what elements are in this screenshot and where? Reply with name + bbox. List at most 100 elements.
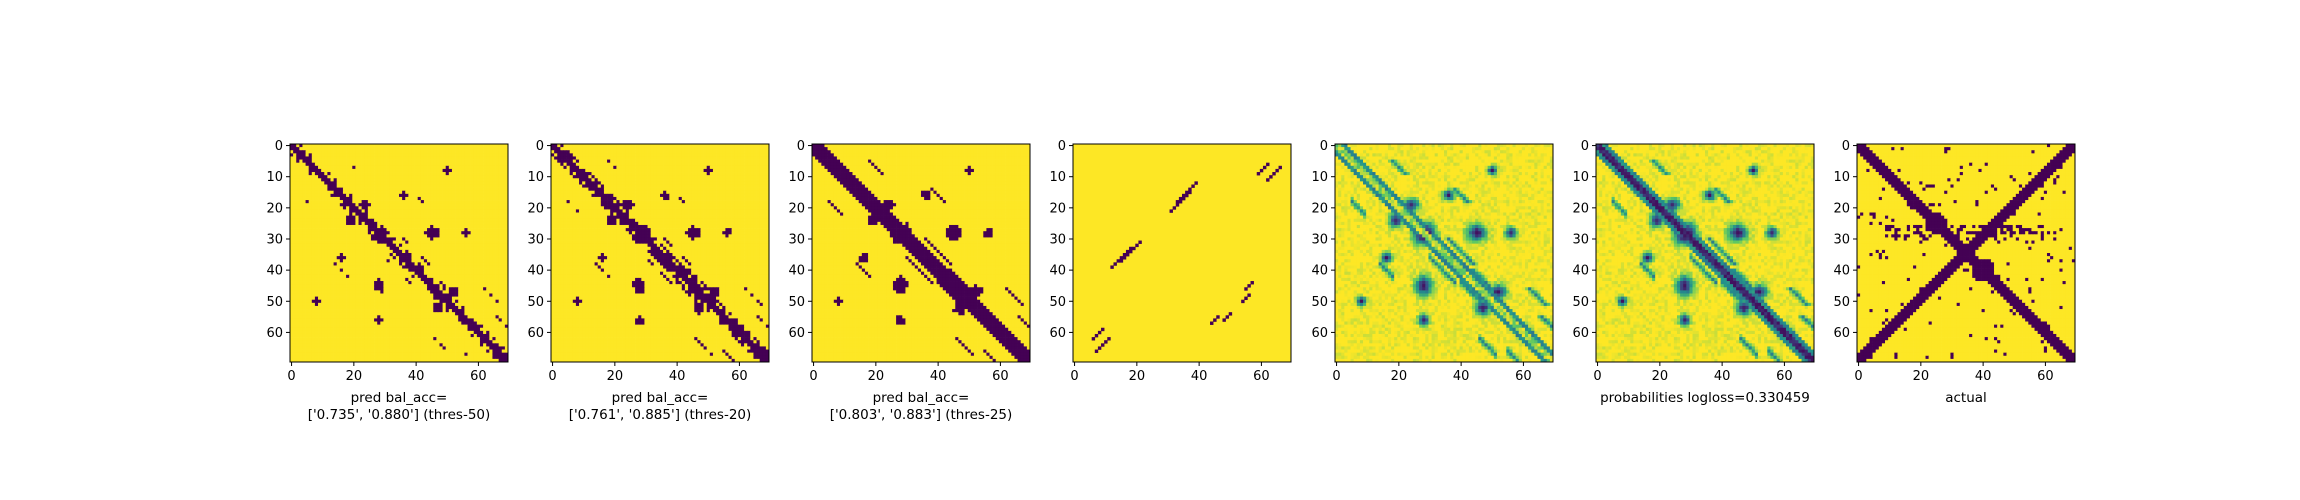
heatmap-cell — [430, 197, 433, 200]
heatmap-cell — [290, 144, 293, 147]
heatmap-cell — [312, 331, 315, 334]
heatmap-cell — [396, 278, 399, 281]
heatmap-cell — [383, 144, 386, 147]
heatmap-cell — [383, 253, 386, 256]
heatmap-cell — [365, 334, 368, 337]
heatmap-cell — [415, 234, 418, 237]
heatmap-cell — [299, 322, 302, 325]
heatmap-cell — [396, 234, 399, 237]
heatmap-cell — [455, 300, 458, 303]
heatmap-cell — [355, 219, 358, 222]
heatmap-cell — [446, 250, 449, 253]
heatmap-cell — [296, 166, 299, 169]
heatmap-cell — [343, 206, 346, 209]
heatmap-cell — [315, 315, 318, 318]
heatmap-cell — [371, 147, 374, 150]
heatmap-cell — [306, 244, 309, 247]
heatmap-cell — [346, 331, 349, 334]
heatmap-cell — [383, 300, 386, 303]
heatmap-cell — [343, 281, 346, 284]
heatmap-cell — [380, 247, 383, 250]
heatmap-cell — [359, 331, 362, 334]
heatmap-cell — [499, 253, 502, 256]
heatmap-cell — [290, 315, 293, 318]
heatmap-cell — [477, 194, 480, 197]
heatmap-cell — [374, 228, 377, 231]
heatmap-cell — [449, 315, 452, 318]
heatmap-cell — [455, 203, 458, 206]
heatmap-cell — [492, 309, 495, 312]
heatmap-cell — [390, 247, 393, 250]
heatmap-cell — [418, 303, 421, 306]
heatmap-cell — [296, 184, 299, 187]
heatmap-cell — [380, 340, 383, 343]
heatmap-cell — [408, 200, 411, 203]
heatmap-cell — [380, 290, 383, 293]
heatmap-cell — [499, 197, 502, 200]
heatmap-cell — [408, 191, 411, 194]
heatmap-cell — [302, 253, 305, 256]
heatmap-cell — [315, 166, 318, 169]
heatmap-cell — [461, 206, 464, 209]
heatmap-cell — [380, 272, 383, 275]
heatmap-cell — [458, 328, 461, 331]
heatmap-cell — [330, 184, 333, 187]
heatmap-cell — [443, 315, 446, 318]
heatmap-cell — [343, 175, 346, 178]
heatmap-cell — [296, 253, 299, 256]
heatmap-cell — [330, 309, 333, 312]
heatmap-cell — [486, 160, 489, 163]
heatmap-cell — [355, 191, 358, 194]
heatmap-cell — [468, 244, 471, 247]
heatmap-cell — [306, 178, 309, 181]
heatmap-cell — [337, 206, 340, 209]
heatmap-cell — [424, 175, 427, 178]
heatmap-cell — [496, 293, 499, 296]
heatmap-cell — [371, 262, 374, 265]
heatmap-cell — [443, 147, 446, 150]
heatmap-cell — [330, 144, 333, 147]
heatmap-cell — [471, 281, 474, 284]
heatmap-cell — [377, 290, 380, 293]
heatmap-cell — [418, 150, 421, 153]
heatmap-cell — [424, 169, 427, 172]
heatmap-cell — [443, 194, 446, 197]
heatmap-cell — [439, 309, 442, 312]
heatmap-cell — [377, 306, 380, 309]
heatmap-cell — [405, 318, 408, 321]
heatmap-cell — [383, 269, 386, 272]
heatmap-cell — [461, 290, 464, 293]
heatmap-cell — [380, 297, 383, 300]
heatmap-cell — [443, 241, 446, 244]
heatmap-cell — [461, 334, 464, 337]
heatmap-cell — [346, 265, 349, 268]
heatmap-cell — [499, 191, 502, 194]
heatmap-cell — [327, 234, 330, 237]
heatmap-cell — [337, 153, 340, 156]
heatmap-cell — [321, 172, 324, 175]
heatmap-cell — [474, 253, 477, 256]
heatmap-cell — [446, 312, 449, 315]
heatmap-cell — [399, 225, 402, 228]
heatmap-cell — [411, 281, 414, 284]
heatmap-cell — [371, 188, 374, 191]
heatmap-cell — [387, 331, 390, 334]
heatmap-cell — [374, 219, 377, 222]
heatmap-cell — [324, 269, 327, 272]
heatmap-cell — [483, 234, 486, 237]
heatmap-cell — [302, 247, 305, 250]
heatmap-cell — [365, 318, 368, 321]
heatmap-cell — [471, 194, 474, 197]
heatmap-cell — [436, 225, 439, 228]
heatmap-cell — [430, 278, 433, 281]
heatmap-cell — [302, 160, 305, 163]
heatmap-cell — [296, 265, 299, 268]
heatmap-cell — [368, 209, 371, 212]
heatmap-cell — [365, 144, 368, 147]
heatmap-cell — [306, 272, 309, 275]
heatmap-cell — [405, 325, 408, 328]
heatmap-cell — [337, 163, 340, 166]
heatmap-cell — [421, 241, 424, 244]
heatmap-cell — [349, 340, 352, 343]
heatmap-cell — [483, 337, 486, 340]
